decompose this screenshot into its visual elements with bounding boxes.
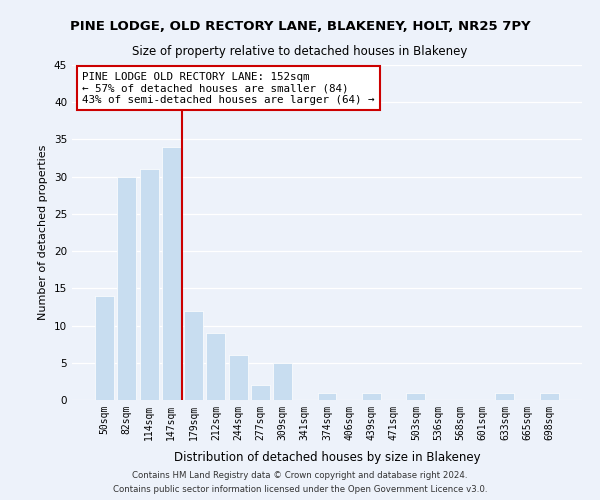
Bar bbox=[273, 363, 292, 400]
Bar bbox=[206, 333, 225, 400]
Bar bbox=[184, 310, 203, 400]
Text: Contains HM Land Registry data © Crown copyright and database right 2024.: Contains HM Land Registry data © Crown c… bbox=[132, 470, 468, 480]
Y-axis label: Number of detached properties: Number of detached properties bbox=[38, 145, 49, 320]
Bar bbox=[229, 356, 248, 400]
Bar bbox=[162, 147, 181, 400]
Bar bbox=[496, 392, 514, 400]
Bar bbox=[317, 392, 337, 400]
Text: PINE LODGE, OLD RECTORY LANE, BLAKENEY, HOLT, NR25 7PY: PINE LODGE, OLD RECTORY LANE, BLAKENEY, … bbox=[70, 20, 530, 33]
Bar bbox=[118, 176, 136, 400]
Bar bbox=[406, 392, 425, 400]
Text: Size of property relative to detached houses in Blakeney: Size of property relative to detached ho… bbox=[133, 45, 467, 58]
Bar bbox=[140, 169, 158, 400]
X-axis label: Distribution of detached houses by size in Blakeney: Distribution of detached houses by size … bbox=[173, 451, 481, 464]
Text: Contains public sector information licensed under the Open Government Licence v3: Contains public sector information licen… bbox=[113, 486, 487, 494]
Bar bbox=[95, 296, 114, 400]
Text: PINE LODGE OLD RECTORY LANE: 152sqm
← 57% of detached houses are smaller (84)
43: PINE LODGE OLD RECTORY LANE: 152sqm ← 57… bbox=[82, 72, 374, 105]
Bar bbox=[251, 385, 270, 400]
Bar bbox=[362, 392, 381, 400]
Bar bbox=[540, 392, 559, 400]
